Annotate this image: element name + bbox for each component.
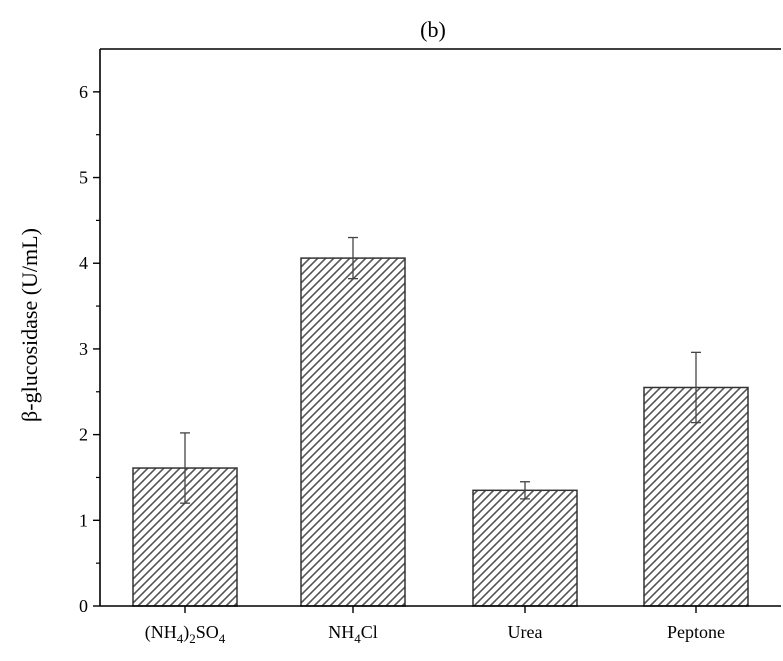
plot-area: 0 1 2 3 4 5 6 (NH4)2SO4 NH4Cl Urea Peptone — [79, 48, 781, 646]
y-tick-label-0: 0 — [79, 596, 88, 616]
x-tick-label-4: Peptone — [667, 622, 725, 642]
x-tick-label-1: (NH4)2SO4 — [145, 622, 226, 646]
x-tick-label-3: Urea — [508, 622, 543, 642]
y-tick-label-4: 4 — [79, 253, 88, 273]
y-tick-label-3: 3 — [79, 339, 88, 359]
bar-4 — [643, 386, 749, 607]
bar-3 — [472, 489, 578, 607]
bar-2 — [300, 257, 406, 607]
y-tick-label-1: 1 — [79, 510, 88, 530]
y-axis-label: β-glucosidase (U/mL) — [17, 228, 42, 422]
y-tick-label-5: 5 — [79, 168, 88, 188]
y-tick-label-6: 6 — [79, 82, 88, 102]
x-tick-label-2: NH4Cl — [328, 622, 378, 646]
y-tick-label-2: 2 — [79, 425, 88, 445]
chart-title: (b) — [420, 17, 446, 42]
